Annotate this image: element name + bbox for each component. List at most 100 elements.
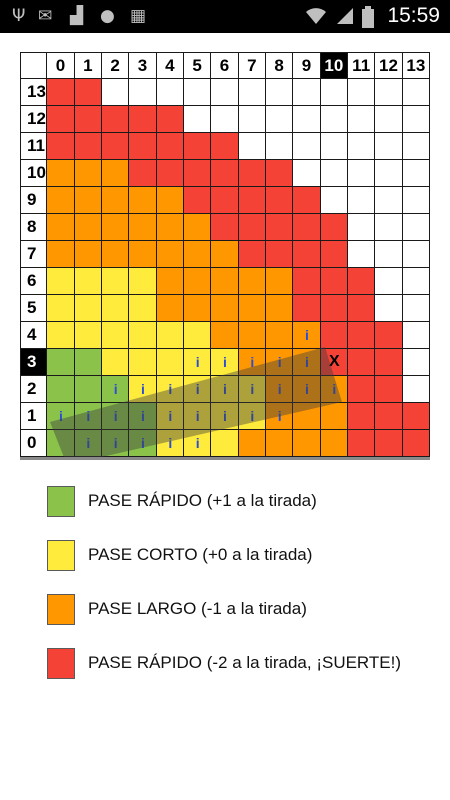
grid-cell[interactable] bbox=[129, 268, 157, 295]
grid-cell[interactable] bbox=[266, 160, 294, 187]
grid-cell[interactable] bbox=[184, 322, 212, 349]
grid-cell[interactable] bbox=[375, 160, 403, 187]
grid-cell[interactable] bbox=[102, 133, 130, 160]
grid-cell[interactable] bbox=[348, 214, 376, 241]
grid-cell[interactable] bbox=[129, 214, 157, 241]
grid-cell[interactable] bbox=[238, 322, 266, 349]
grid-cell[interactable] bbox=[184, 160, 212, 187]
grid-cell[interactable] bbox=[156, 403, 184, 430]
grid-cell[interactable] bbox=[74, 403, 102, 430]
grid-cell[interactable] bbox=[402, 79, 430, 106]
grid-cell[interactable] bbox=[47, 430, 75, 457]
grid-cell[interactable] bbox=[320, 349, 348, 376]
grid-cell[interactable] bbox=[156, 295, 184, 322]
grid-cell[interactable] bbox=[129, 79, 157, 106]
grid-cell[interactable] bbox=[74, 160, 102, 187]
grid-cell[interactable] bbox=[184, 376, 212, 403]
grid-cell[interactable] bbox=[211, 214, 239, 241]
grid-cell[interactable] bbox=[184, 268, 212, 295]
grid-cell[interactable] bbox=[74, 349, 102, 376]
grid-cell[interactable] bbox=[238, 376, 266, 403]
grid-cell[interactable] bbox=[375, 295, 403, 322]
grid-cell[interactable] bbox=[102, 241, 130, 268]
grid-cell[interactable] bbox=[129, 187, 157, 214]
grid-cell[interactable] bbox=[74, 79, 102, 106]
grid-cell[interactable] bbox=[238, 160, 266, 187]
grid-cell[interactable] bbox=[375, 214, 403, 241]
grid-cell[interactable] bbox=[293, 376, 321, 403]
grid-cell[interactable] bbox=[211, 403, 239, 430]
grid-cell[interactable] bbox=[211, 241, 239, 268]
grid-cell[interactable] bbox=[74, 214, 102, 241]
grid-cell[interactable] bbox=[74, 268, 102, 295]
grid-cell[interactable] bbox=[74, 295, 102, 322]
grid-cell[interactable] bbox=[47, 268, 75, 295]
grid-cell[interactable] bbox=[156, 430, 184, 457]
grid-cell[interactable] bbox=[402, 349, 430, 376]
grid-cell[interactable] bbox=[129, 106, 157, 133]
grid-cell[interactable] bbox=[348, 160, 376, 187]
grid-cell[interactable] bbox=[320, 106, 348, 133]
grid-cell[interactable] bbox=[348, 322, 376, 349]
grid-cell[interactable] bbox=[184, 349, 212, 376]
grid-cell[interactable] bbox=[102, 295, 130, 322]
grid-cell[interactable] bbox=[293, 214, 321, 241]
grid-cell[interactable] bbox=[238, 79, 266, 106]
grid-cell[interactable] bbox=[402, 295, 430, 322]
grid-cell[interactable] bbox=[375, 106, 403, 133]
grid-cell[interactable] bbox=[266, 295, 294, 322]
grid-cell[interactable] bbox=[293, 322, 321, 349]
grid-cell[interactable] bbox=[375, 133, 403, 160]
grid-cell[interactable] bbox=[102, 187, 130, 214]
grid-cell[interactable] bbox=[211, 106, 239, 133]
grid-cell[interactable] bbox=[211, 322, 239, 349]
grid-cell[interactable] bbox=[184, 79, 212, 106]
grid-cell[interactable] bbox=[266, 187, 294, 214]
grid-cell[interactable] bbox=[320, 79, 348, 106]
grid-cell[interactable] bbox=[211, 79, 239, 106]
grid-cell[interactable] bbox=[402, 376, 430, 403]
grid-cell[interactable] bbox=[238, 349, 266, 376]
grid-cell[interactable] bbox=[402, 241, 430, 268]
grid-cell[interactable] bbox=[266, 430, 294, 457]
grid-cell[interactable] bbox=[293, 106, 321, 133]
grid-cell[interactable] bbox=[375, 322, 403, 349]
grid-cell[interactable] bbox=[129, 295, 157, 322]
grid-cell[interactable] bbox=[184, 214, 212, 241]
grid-cell[interactable] bbox=[156, 133, 184, 160]
grid-cell[interactable] bbox=[293, 268, 321, 295]
grid-cell[interactable] bbox=[320, 214, 348, 241]
grid-cell[interactable] bbox=[402, 106, 430, 133]
grid-cell[interactable] bbox=[238, 187, 266, 214]
grid-cell[interactable] bbox=[156, 376, 184, 403]
grid-cell[interactable] bbox=[211, 295, 239, 322]
grid-cell[interactable] bbox=[293, 430, 321, 457]
grid-cell[interactable] bbox=[156, 241, 184, 268]
grid-cell[interactable] bbox=[74, 133, 102, 160]
grid-cell[interactable] bbox=[47, 295, 75, 322]
grid-cell[interactable] bbox=[266, 268, 294, 295]
grid-cell[interactable] bbox=[129, 322, 157, 349]
grid-cell[interactable] bbox=[129, 349, 157, 376]
grid-cell[interactable] bbox=[47, 106, 75, 133]
grid-cell[interactable] bbox=[129, 133, 157, 160]
grid-cell[interactable] bbox=[293, 160, 321, 187]
grid-cell[interactable] bbox=[238, 106, 266, 133]
grid-cell[interactable] bbox=[402, 214, 430, 241]
grid-cell[interactable] bbox=[238, 430, 266, 457]
grid-cell[interactable] bbox=[348, 241, 376, 268]
grid-cell[interactable] bbox=[375, 403, 403, 430]
grid-cell[interactable] bbox=[74, 322, 102, 349]
grid-cell[interactable] bbox=[348, 133, 376, 160]
grid-cell[interactable] bbox=[47, 160, 75, 187]
grid-cell[interactable] bbox=[320, 133, 348, 160]
grid-cell[interactable] bbox=[156, 268, 184, 295]
grid-cell[interactable] bbox=[320, 295, 348, 322]
grid-cell[interactable] bbox=[293, 187, 321, 214]
grid-cell[interactable] bbox=[293, 403, 321, 430]
grid-cell[interactable] bbox=[102, 349, 130, 376]
grid-cell[interactable] bbox=[266, 241, 294, 268]
grid-cell[interactable] bbox=[129, 160, 157, 187]
grid-cell[interactable] bbox=[102, 322, 130, 349]
grid-cell[interactable] bbox=[184, 187, 212, 214]
